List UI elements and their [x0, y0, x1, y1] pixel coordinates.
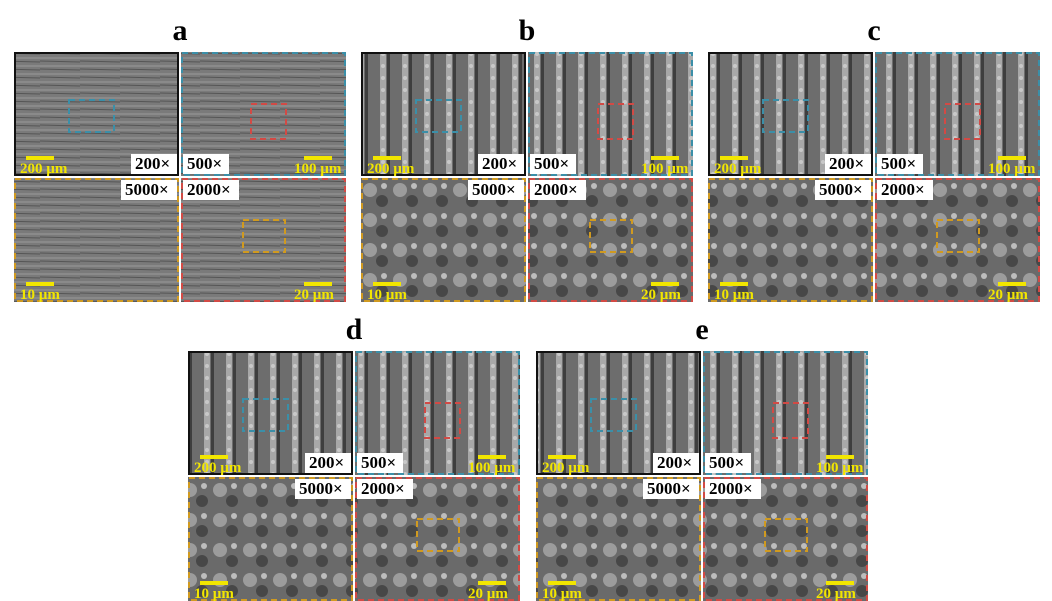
panel-letter: b [519, 14, 536, 47]
magnification-label: 200× [829, 154, 864, 173]
magnification-label: 200× [482, 154, 517, 173]
magnification-label: 200× [657, 453, 692, 472]
scale-label: 10 µm [714, 287, 754, 303]
scale-label: 100 µm [294, 161, 342, 177]
magnification-label: 5000× [299, 479, 343, 498]
scale-label: 20 µm [468, 586, 508, 601]
scale-label: 200 µm [20, 161, 68, 177]
magnification-label: 2000× [881, 180, 925, 199]
magnification-label: 5000× [819, 180, 863, 199]
magnification-label: 2000× [534, 180, 578, 199]
scale-label: 10 µm [542, 586, 582, 601]
scale-label: 200 µm [367, 161, 415, 177]
scale-label: 100 µm [988, 161, 1036, 177]
magnification-label: 2000× [187, 180, 231, 199]
scale-label: 200 µm [194, 460, 242, 476]
panel-letter: c [867, 14, 880, 47]
magnification-label: 5000× [125, 180, 169, 199]
panel-letter: d [346, 313, 363, 346]
scale-label: 200 µm [714, 161, 762, 177]
scale-label: 100 µm [468, 460, 516, 476]
panel-letter: e [695, 313, 708, 346]
magnification-label: 2000× [361, 479, 405, 498]
scale-label: 20 µm [641, 287, 681, 303]
scale-label: 100 µm [816, 460, 864, 476]
scale-label: 20 µm [816, 586, 856, 601]
magnification-label: 500× [709, 453, 744, 472]
magnification-label: 200× [309, 453, 344, 472]
scale-label: 20 µm [988, 287, 1028, 303]
panel-letter: a [173, 14, 188, 47]
magnification-label: 5000× [472, 180, 516, 199]
scale-label: 10 µm [367, 287, 407, 303]
scale-label: 100 µm [641, 161, 689, 177]
magnification-label: 500× [361, 453, 396, 472]
scale-label: 10 µm [20, 287, 60, 303]
magnification-label: 5000× [647, 479, 691, 498]
magnification-label: 500× [881, 154, 916, 173]
scale-label: 20 µm [294, 287, 334, 303]
figure: a 200× 200 µm 500× 100 µm 5000× 10 µm 2000× 20 µ… [0, 0, 1052, 601]
magnification-label: 500× [187, 154, 222, 173]
scale-label: 200 µm [542, 460, 590, 476]
magnification-label: 2000× [709, 479, 753, 498]
magnification-label: 200× [135, 154, 170, 173]
magnification-label: 500× [534, 154, 569, 173]
scale-label: 10 µm [194, 586, 234, 601]
